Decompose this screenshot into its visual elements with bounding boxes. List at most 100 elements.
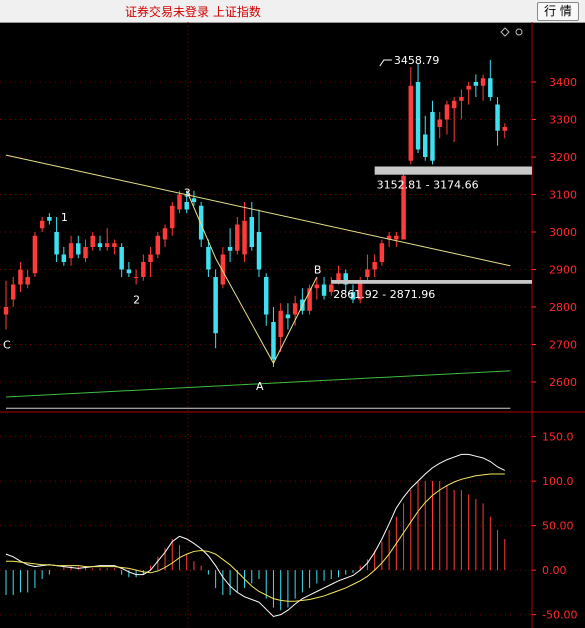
high-marker-label: 3458.79 xyxy=(394,54,440,67)
candle-body xyxy=(285,314,291,319)
range-band xyxy=(374,166,532,175)
candle-body xyxy=(170,205,175,229)
candle-body xyxy=(444,104,450,120)
candle-body xyxy=(488,78,493,97)
chart-grid xyxy=(0,22,585,628)
candle-body xyxy=(206,247,211,270)
diamond-icon[interactable] xyxy=(500,27,510,37)
candle-body xyxy=(329,284,334,292)
candle-body xyxy=(271,322,276,360)
candle-body xyxy=(394,235,399,240)
candle-body xyxy=(292,303,298,315)
price-tick-label: 2600 xyxy=(549,376,577,389)
price-axis: 3400 3300 3200 3100 3000 2900 2800 2700 2600 150.… xyxy=(532,76,577,622)
candle-body xyxy=(401,175,406,240)
candle-body xyxy=(47,217,52,221)
candle-body xyxy=(25,277,30,285)
candle-body xyxy=(227,247,233,251)
quote-button[interactable]: 行 情 xyxy=(537,2,579,21)
wave-label: A xyxy=(256,380,264,393)
candle-body xyxy=(314,284,320,289)
macd-tick-label: 50.00 xyxy=(542,520,574,533)
candle-body xyxy=(263,277,269,315)
candle-body xyxy=(148,254,153,262)
wave-label: C xyxy=(3,339,11,352)
candle-body xyxy=(365,269,370,277)
candle-body xyxy=(466,85,471,90)
range-label: 2861.92 - 2871.96 xyxy=(333,288,435,301)
candle-body xyxy=(451,100,457,109)
candle-body xyxy=(191,198,197,202)
candle-body xyxy=(32,235,38,274)
candle-body xyxy=(104,243,110,247)
candle-body xyxy=(473,82,479,86)
price-tick-label: 3100 xyxy=(549,189,577,202)
price-tick-label: 3300 xyxy=(549,114,577,127)
high-marker-line xyxy=(379,59,392,67)
candle-body xyxy=(18,269,23,285)
candle-body xyxy=(459,97,464,101)
price-tick-label: 3000 xyxy=(549,226,577,239)
candle-body xyxy=(68,243,74,259)
candle-body xyxy=(112,243,117,247)
chart-icons xyxy=(500,27,523,37)
candle-body xyxy=(54,232,59,255)
wave-label: B xyxy=(314,264,322,277)
macd-dif-line xyxy=(5,453,505,617)
candle-body xyxy=(90,235,95,247)
candle-body xyxy=(502,127,508,131)
candle-body xyxy=(430,112,435,161)
candle-body xyxy=(235,224,240,251)
candle-body xyxy=(184,202,189,210)
candle-body xyxy=(126,269,132,274)
window-title: 证券交易未登录 上证指数 xyxy=(125,5,261,19)
candle-body xyxy=(10,284,16,300)
candle-body xyxy=(61,254,67,262)
candle-body xyxy=(97,243,103,247)
gear-icon[interactable] xyxy=(515,28,523,36)
price-tick-label: 3200 xyxy=(549,151,577,164)
wave-path xyxy=(186,190,318,365)
price-tick-label: 3400 xyxy=(549,76,577,89)
chart-overlays: 3152.81 - 3174.66 2861.92 - 2871.96 3458.7… xyxy=(3,54,532,409)
wave-label: 1 xyxy=(61,211,68,224)
macd-tick-label: 150.0 xyxy=(542,431,574,444)
price-tick-label: 2900 xyxy=(549,264,577,277)
candle-body xyxy=(76,243,81,255)
candle-body xyxy=(162,228,168,240)
candle-body xyxy=(350,292,356,300)
candle-body xyxy=(307,288,312,311)
candle-body xyxy=(155,235,161,255)
candle-body xyxy=(213,277,218,334)
candle-body xyxy=(415,82,421,150)
candlestick-series xyxy=(3,59,508,367)
trendline xyxy=(5,370,511,398)
candle-body xyxy=(495,104,500,131)
chart-area[interactable]: 3152.81 - 3174.66 2861.92 - 2871.96 3458.7… xyxy=(0,22,585,628)
candle-body xyxy=(336,273,341,281)
candle-body xyxy=(198,205,204,240)
candle-body xyxy=(372,262,377,270)
candle-body xyxy=(437,119,442,127)
candle-body xyxy=(3,307,9,315)
range-label: 3152.81 - 3174.66 xyxy=(377,179,479,192)
title-bar: 证券交易未登录 上证指数 行 情 xyxy=(0,0,585,23)
candle-body xyxy=(480,78,486,86)
candle-body xyxy=(408,85,414,161)
trendline xyxy=(5,154,511,267)
candle-body xyxy=(357,280,363,300)
candle-body xyxy=(39,220,45,229)
range-band xyxy=(331,280,532,284)
price-tick-label: 2700 xyxy=(549,339,577,352)
macd-tick-label: 0.00 xyxy=(542,564,567,577)
wave-label: 3 xyxy=(184,187,191,200)
price-tick-label: 2800 xyxy=(549,301,577,314)
candle-body xyxy=(256,232,262,270)
candle-body xyxy=(379,243,385,262)
candle-body xyxy=(141,262,146,277)
candle-body xyxy=(133,277,139,278)
candle-body xyxy=(321,284,327,296)
macd-dea-line xyxy=(6,473,505,602)
candle-body xyxy=(83,247,88,259)
candle-body xyxy=(242,220,247,255)
